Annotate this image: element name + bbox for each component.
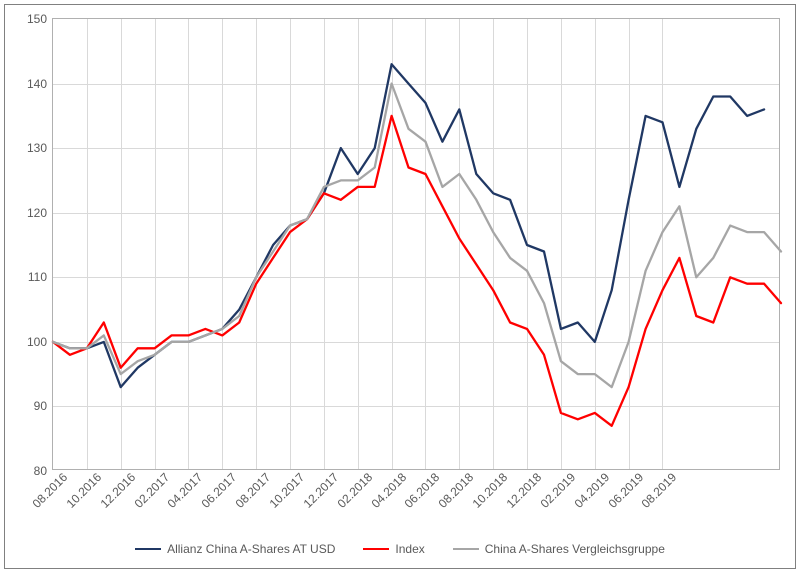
line-series <box>53 19 781 471</box>
plot-area: 8090100110120130140150 08.201610.201612.… <box>52 18 780 470</box>
y-tick-label: 140 <box>27 77 53 91</box>
y-tick-label: 90 <box>34 399 53 413</box>
y-tick-label: 110 <box>28 270 53 284</box>
y-tick-label: 150 <box>27 12 53 26</box>
legend-swatch <box>363 548 389 550</box>
legend-swatch <box>135 548 161 550</box>
series-allianz <box>53 64 764 387</box>
legend-label: Allianz China A-Shares AT USD <box>167 542 335 556</box>
legend-item-index: Index <box>363 542 424 556</box>
legend-swatch <box>453 548 479 550</box>
legend: Allianz China A-Shares AT USD Index China … <box>0 542 800 556</box>
y-tick-label: 100 <box>27 335 53 349</box>
y-tick-label: 120 <box>27 206 53 220</box>
legend-label: Index <box>395 542 424 556</box>
legend-item-allianz: Allianz China A-Shares AT USD <box>135 542 335 556</box>
y-tick-label: 80 <box>34 464 53 478</box>
y-tick-label: 130 <box>27 141 53 155</box>
legend-label: China A-Shares Vergleichsgruppe <box>485 542 665 556</box>
legend-item-peer: China A-Shares Vergleichsgruppe <box>453 542 665 556</box>
